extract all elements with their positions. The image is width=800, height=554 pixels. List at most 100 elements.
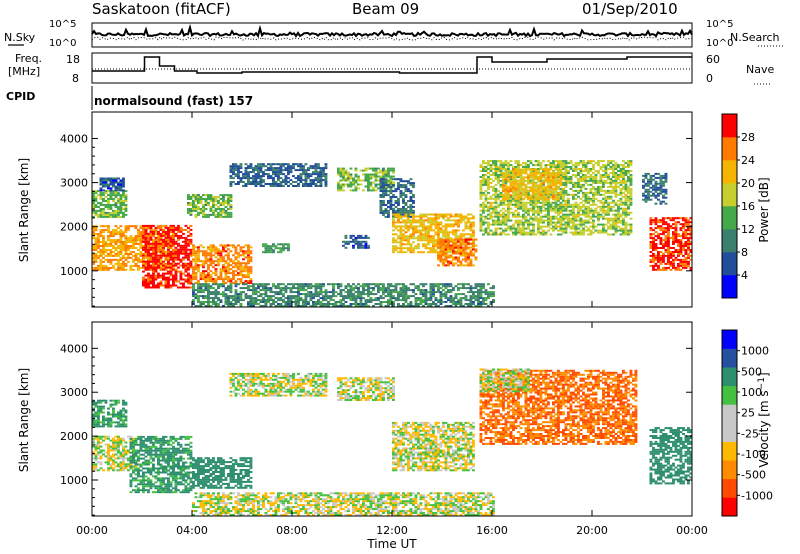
data-cell <box>124 204 128 206</box>
data-cell <box>652 233 655 236</box>
data-cell <box>537 219 540 222</box>
data-cell <box>554 193 558 196</box>
data-cell <box>232 274 235 277</box>
data-cell <box>147 234 150 237</box>
data-cell <box>204 274 208 277</box>
data-cell <box>527 209 530 212</box>
data-cell <box>444 243 448 246</box>
data-cell <box>527 201 530 204</box>
data-cell <box>569 176 573 178</box>
data-cell <box>629 170 633 172</box>
data-cell <box>582 191 585 194</box>
data-cell <box>402 180 405 183</box>
data-cell <box>407 221 410 224</box>
data-cell <box>209 276 213 279</box>
data-cell <box>99 215 103 218</box>
data-cell <box>119 209 123 212</box>
data-cell <box>582 178 585 180</box>
data-cell <box>547 217 550 220</box>
data-cell <box>402 243 405 246</box>
data-cell <box>667 258 670 261</box>
data-cell <box>619 179 623 182</box>
data-cell <box>249 278 253 281</box>
data-cell <box>267 175 270 178</box>
data-cell <box>422 225 425 228</box>
data-cell <box>514 176 518 178</box>
data-cell <box>207 196 210 198</box>
data-cell <box>607 221 610 224</box>
data-cell <box>569 181 573 184</box>
data-cell <box>607 225 610 228</box>
data-cell <box>274 247 278 250</box>
data-cell <box>607 211 610 214</box>
data-cell <box>224 272 228 275</box>
data-cell <box>219 276 223 279</box>
data-cell <box>109 183 113 186</box>
data-cell <box>437 244 440 247</box>
data-cell <box>157 260 160 263</box>
data-cell <box>419 251 423 254</box>
data-cell <box>497 205 500 208</box>
data-cell <box>104 266 108 269</box>
data-cell <box>502 199 505 202</box>
data-cell <box>547 189 550 192</box>
cpid-label: CPID <box>6 90 35 103</box>
data-cell <box>589 191 593 194</box>
data-cell <box>492 219 495 222</box>
data-cell <box>147 227 150 230</box>
data-cell <box>384 178 388 181</box>
data-cell <box>494 201 498 204</box>
data-cell <box>274 167 278 170</box>
data-cell <box>364 179 368 182</box>
data-cell <box>652 247 655 249</box>
data-cell <box>237 169 240 172</box>
data-cell <box>409 219 413 222</box>
data-cell <box>654 264 658 267</box>
data-cell <box>249 246 253 249</box>
data-cell <box>247 272 250 275</box>
data-cell <box>174 232 178 235</box>
data-cell <box>554 189 558 192</box>
data-cell <box>464 240 468 243</box>
data-cell <box>652 249 655 251</box>
data-cell <box>417 245 420 248</box>
data-cell <box>397 204 400 206</box>
data-cell <box>172 254 175 257</box>
data-cell <box>192 252 195 255</box>
data-cell <box>552 160 555 163</box>
data-cell <box>247 262 250 265</box>
data-cell <box>259 163 263 166</box>
data-cell <box>154 254 158 257</box>
data-cell <box>527 221 530 224</box>
data-cell <box>542 225 545 228</box>
noise-right-tick-top: 10^5 <box>706 19 733 30</box>
data-cell <box>132 245 135 247</box>
data-cell <box>424 239 428 242</box>
data-cell <box>479 189 483 192</box>
data-cell <box>159 274 163 277</box>
data-cell <box>217 278 220 281</box>
data-cell <box>494 229 498 232</box>
data-cell <box>162 274 165 277</box>
data-cell <box>122 194 125 197</box>
data-cell <box>194 208 198 210</box>
data-cell <box>227 215 230 218</box>
data-cell <box>499 166 503 168</box>
data-cell <box>589 170 593 172</box>
data-cell <box>502 201 505 204</box>
data-cell <box>484 174 488 176</box>
data-cell <box>212 278 215 281</box>
data-cell <box>514 201 518 204</box>
data-cell <box>609 185 613 188</box>
data-cell <box>92 211 95 214</box>
data-cell <box>237 264 240 267</box>
data-cell <box>284 177 288 180</box>
data-cell <box>189 211 193 214</box>
data-cell <box>199 200 203 202</box>
freq-tick-top: 18 <box>66 53 80 66</box>
data-cell <box>409 182 413 185</box>
data-cell <box>522 223 525 226</box>
data-cell <box>287 173 290 176</box>
data-cell <box>627 213 630 216</box>
data-cell <box>454 235 458 238</box>
